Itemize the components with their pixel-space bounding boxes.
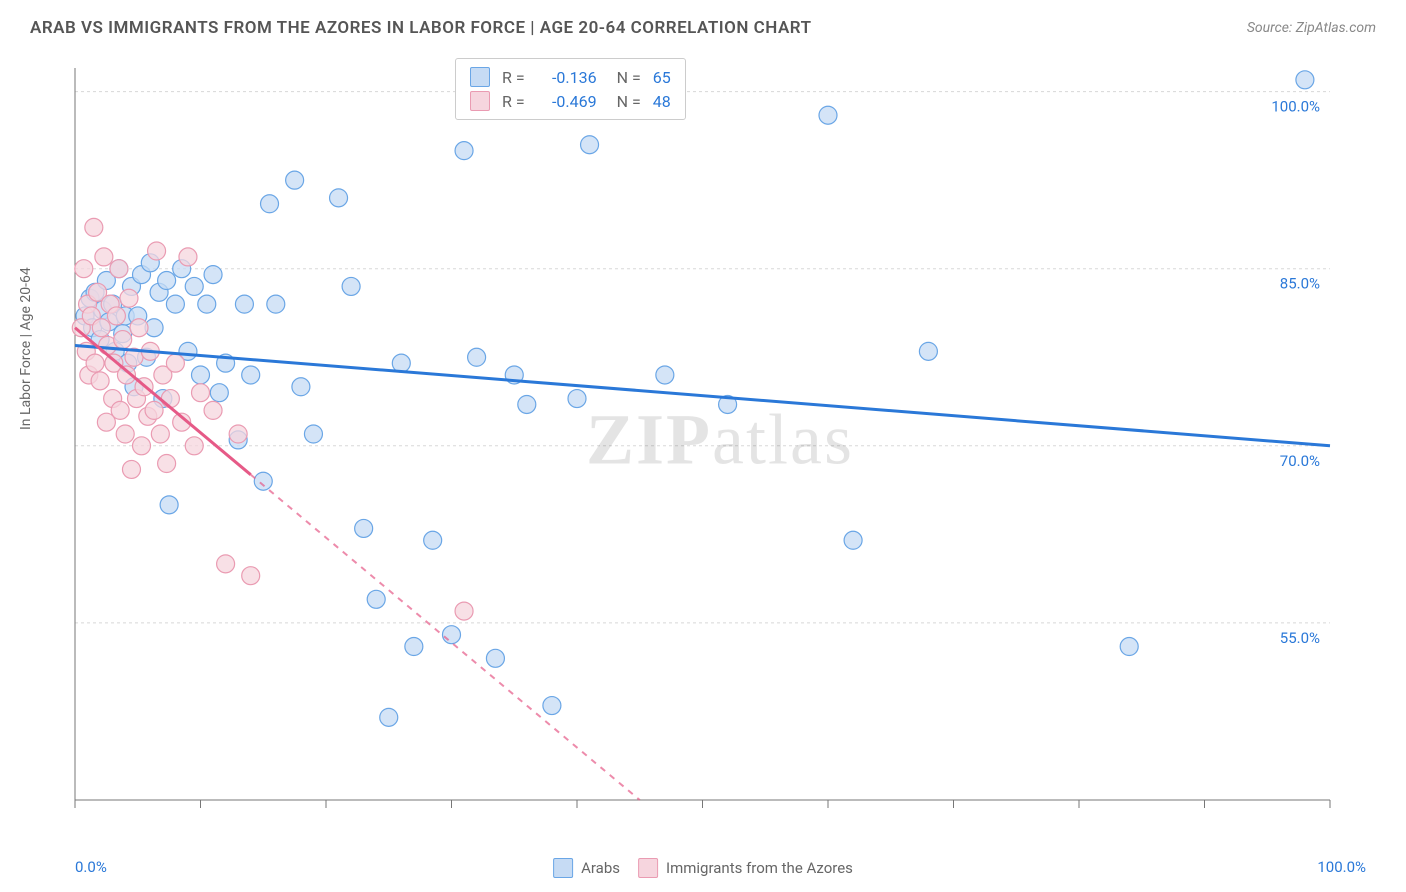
legend-item: Arabs [553,858,620,878]
corr-row: R =-0.469N =48 [470,89,671,113]
chart-area: 55.0%70.0%85.0%100.0% ZIPatlas [70,60,1370,820]
scatter-chart-svg: 55.0% 70.0% 85.0% 100.0% [70,60,1370,820]
x-axis-end-label: 100.0% [1317,858,1366,876]
corr-swatch [470,67,490,87]
svg-text:100.0%: 100.0% [1271,98,1320,116]
legend-swatch [553,858,573,878]
y-axis-label: In Labor Force | Age 20-64 [18,267,34,430]
legend-swatch [638,858,658,878]
legend-label: Immigrants from the Azores [666,859,853,877]
legend-label: Arabs [581,859,620,877]
corr-swatch [470,91,490,111]
x-axis-start-label: 0.0% [75,858,107,876]
chart-title: ARAB VS IMMIGRANTS FROM THE AZORES IN LA… [30,18,812,38]
legend-bottom: Arabs Immigrants from the Azores [553,858,853,878]
source-attribution: Source: ZipAtlas.com [1247,20,1376,36]
corr-row: R =-0.136N =65 [470,65,671,89]
legend-item: Immigrants from the Azores [638,858,853,878]
svg-text:70.0%: 70.0% [1280,452,1320,470]
correlation-legend-box: R =-0.136N =65R =-0.469N =48 [455,58,686,120]
svg-text:55.0%: 55.0% [1280,629,1320,647]
svg-text:85.0%: 85.0% [1280,275,1320,293]
